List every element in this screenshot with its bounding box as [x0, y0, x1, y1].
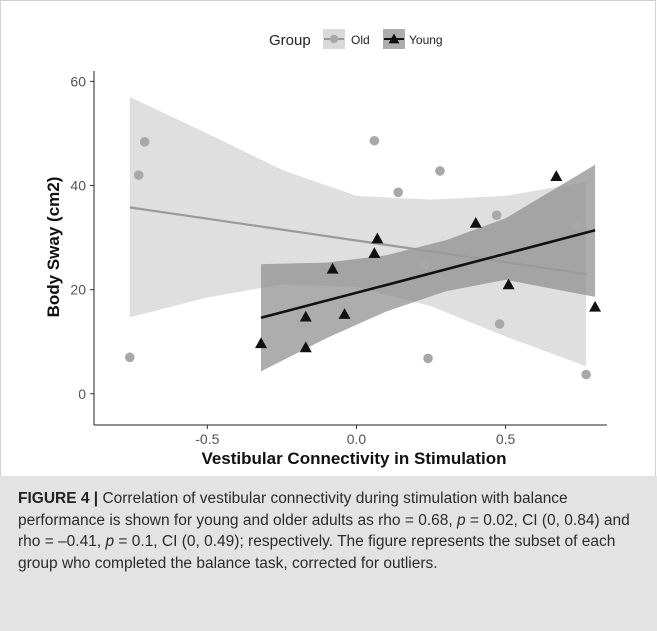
axes — [90, 71, 607, 429]
point-old — [572, 221, 582, 232]
y-tick-label: 60 — [70, 73, 86, 89]
y-tick-label: 40 — [70, 178, 86, 194]
x-tick-label: -0.5 — [195, 431, 219, 447]
legend: Group Old Young — [269, 29, 443, 49]
legend-label-old: Old — [351, 33, 370, 47]
point-young — [589, 300, 602, 312]
point-young — [368, 247, 381, 259]
point-young — [550, 170, 563, 181]
point-young — [338, 308, 351, 319]
point-young — [299, 310, 312, 322]
plot-frame: 0 20 40 60 -0.5 0.0 0.5 Group Old Young Vestibul… — [0, 0, 656, 476]
point-old — [369, 135, 380, 146]
point-young — [502, 278, 515, 290]
caption-segment: p — [457, 511, 466, 529]
caption-segment: = 0.1, CI (0, 0.49); respectively. The f… — [18, 533, 616, 572]
legend-label-young: Young — [409, 33, 443, 47]
x-tick-label: 0.0 — [347, 431, 367, 447]
point-old — [420, 259, 430, 270]
legend-key-old — [323, 29, 345, 49]
fit-line-old — [129, 206, 587, 276]
ci-band-old — [129, 97, 587, 367]
y-tick-label: 0 — [78, 386, 86, 402]
fit-line-young — [260, 229, 596, 320]
confidence-bands — [129, 97, 596, 372]
figure-caption: FIGURE 4 | Correlation of vestibular con… — [0, 476, 657, 631]
point-young — [326, 262, 339, 274]
legend-key-young — [383, 29, 405, 49]
caption-text: FIGURE 4 | Correlation of vestibular con… — [18, 488, 634, 574]
point-old — [435, 166, 445, 176]
point-old — [581, 369, 591, 380]
point-young — [469, 217, 482, 228]
point-old — [393, 187, 404, 198]
point-old — [491, 210, 502, 221]
data-points — [124, 135, 602, 380]
point-old — [423, 353, 433, 364]
y-axis-title: Body Sway (cm2) — [44, 177, 63, 318]
x-axis-title: Vestibular Connectivity in Stimulation — [201, 449, 506, 468]
tick-labels: 0 20 40 60 -0.5 0.0 0.5 — [70, 73, 515, 447]
caption-segment: = 0.02, CI (0, 0.84) and rho = –0.41, — [18, 511, 630, 551]
point-old — [139, 137, 150, 147]
caption-label: FIGURE 4 | — [18, 490, 99, 507]
caption-segment: p — [105, 533, 115, 550]
point-old — [133, 170, 144, 180]
point-young — [255, 337, 268, 349]
regression-lines — [129, 206, 596, 320]
point-old — [494, 319, 505, 329]
x-tick-label: 0.5 — [496, 431, 516, 447]
legend-title: Group — [269, 32, 311, 49]
y-tick-label: 20 — [70, 282, 86, 298]
point-young — [299, 341, 312, 353]
point-old — [124, 352, 135, 363]
point-young — [371, 232, 384, 244]
scatter-chart: 0 20 40 60 -0.5 0.0 0.5 Group Old Young Vestibul… — [44, 29, 607, 468]
caption-segment: Correlation of vestibular connectivity d… — [18, 490, 568, 529]
